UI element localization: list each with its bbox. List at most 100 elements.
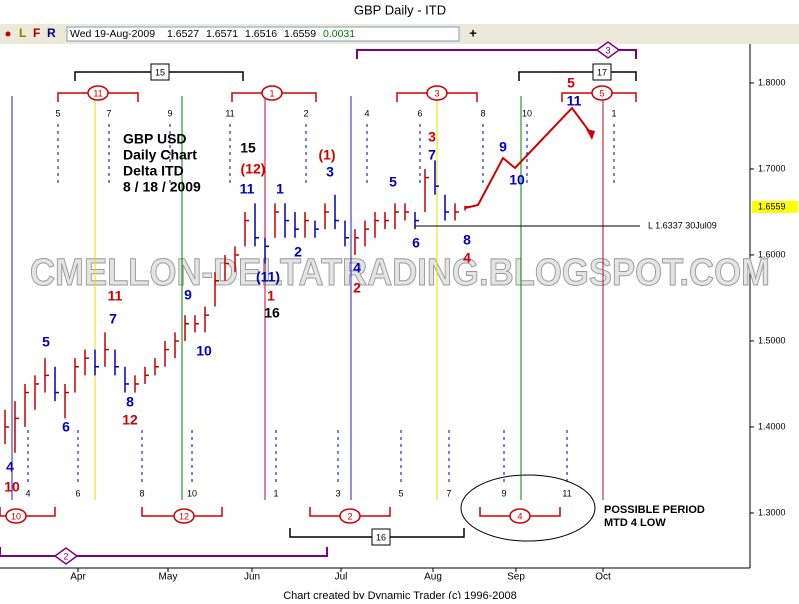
toolbar-button[interactable]: L [19, 26, 26, 40]
cycle-count: 8 [480, 108, 485, 118]
bracket-circle [5, 508, 27, 524]
quote-high: 1.6571 [206, 28, 238, 40]
toolbar-button[interactable]: R [47, 26, 56, 40]
wave-label: 1 [267, 288, 275, 304]
quote-date: Wed 19-Aug-2009 [70, 28, 155, 40]
watermark: CMELLON-DELTATRADING.BLOGSPOT.COM [30, 252, 770, 294]
wave-label: 9 [184, 287, 192, 303]
bracket [356, 49, 637, 59]
wave-label: 10 [509, 172, 525, 188]
cycle-count: 8 [139, 488, 144, 498]
chart-note: Delta ITD [123, 163, 184, 179]
bracket-box [150, 63, 170, 81]
bracket-label: 3 [605, 45, 610, 55]
bracket-label: 2 [347, 511, 352, 521]
x-tick-label: Sep [507, 572, 525, 583]
wave-label: 9 [499, 139, 507, 155]
wave-label: 3 [428, 129, 436, 145]
y-tick-label: 1.5000 [758, 335, 786, 345]
y-tick-label: 1.6000 [758, 249, 786, 259]
wave-label: (12) [241, 161, 266, 177]
cycle-count: 6 [417, 108, 422, 118]
wave-label: 6 [412, 235, 420, 251]
bracket-label: 12 [179, 511, 189, 521]
last-price-label: 1.6559 [758, 201, 786, 211]
cycle-count: 11 [225, 108, 234, 118]
wave-label: 5 [42, 334, 50, 350]
bracket [0, 507, 56, 517]
cycle-count: 7 [446, 488, 451, 498]
bracket-circle [173, 508, 195, 524]
bracket [518, 71, 637, 81]
wave-label: 8 [126, 394, 134, 410]
x-tick-label: May [159, 572, 178, 583]
bracket-circle [426, 85, 448, 101]
x-tick-label: Jul [335, 572, 348, 583]
bracket-label: 5 [599, 88, 604, 98]
wave-label: 11 [108, 288, 123, 304]
chart-note: Daily Chart [123, 147, 197, 163]
projection-path [464, 106, 593, 209]
wave-label: 11 [240, 181, 255, 197]
cycle-count: 11 [562, 488, 571, 498]
x-tick-label: Aug [424, 572, 442, 583]
wave-label: 10 [196, 343, 212, 359]
chart-title: GBP Daily - ITD [354, 2, 446, 17]
projection-note: POSSIBLE PERIOD [604, 504, 705, 516]
wave-label: 7 [109, 311, 117, 327]
bracket-label: 15 [155, 67, 165, 77]
x-tick-label: Oct [595, 572, 611, 583]
cycle-count: 9 [501, 488, 506, 498]
quote-open: 1.6527 [167, 28, 199, 40]
bracket [0, 547, 328, 557]
y-tick-label: 1.4000 [758, 421, 786, 431]
bracket-label: 4 [517, 511, 522, 521]
bracket-box [371, 528, 391, 546]
bracket-label: 11 [93, 88, 102, 98]
wave-label: 2 [353, 280, 361, 296]
highlight-ellipse [460, 474, 596, 542]
wave-label: 15 [240, 140, 256, 156]
wave-label: 4 [6, 459, 14, 475]
quote-change: 0.0031 [323, 28, 355, 40]
wave-label: 11 [567, 93, 582, 109]
bracket-label: 17 [597, 67, 607, 77]
crosshair-button[interactable]: + [469, 25, 477, 40]
toolbar-button[interactable]: F [33, 26, 40, 40]
wave-label: 1 [276, 181, 284, 197]
cycle-count: 3 [335, 488, 340, 498]
cycle-count: 10 [187, 488, 197, 498]
chart-note: 8 / 18 / 2009 [123, 179, 201, 195]
bracket-label: 2 [63, 551, 68, 561]
wave-label: (1) [318, 147, 335, 163]
wave-label: 2 [294, 244, 302, 260]
wave-label: 3 [326, 164, 334, 180]
cycle-count: 5 [55, 108, 60, 118]
wave-label: (11) [256, 269, 280, 285]
wave-label: 7 [428, 147, 436, 163]
y-tick-label: 1.3000 [758, 507, 786, 517]
quote-box [66, 26, 460, 42]
projection-note: MTD 4 LOW [604, 517, 666, 529]
bracket-circle [87, 85, 109, 101]
wave-label: 8 [463, 232, 471, 248]
wave-label: 4 [463, 250, 471, 266]
projection-arrow [586, 129, 595, 140]
bracket-diamond [53, 547, 79, 565]
cycle-count: 9 [167, 108, 172, 118]
bracket-circle [591, 85, 613, 101]
footer: Chart created by Dynamic Trader (c) 1996… [283, 590, 517, 599]
x-tick-label: Apr [70, 572, 86, 583]
wave-label: 5 [567, 75, 575, 91]
bracket-circle [509, 508, 531, 524]
cycle-count: 6 [75, 488, 80, 498]
cycle-count: 4 [25, 488, 30, 498]
cycle-count: 1 [273, 488, 278, 498]
bracket-diamond [595, 41, 621, 59]
wave-label: 6 [62, 419, 70, 435]
wave-label: 10 [4, 479, 20, 495]
y-tick-label: 1.8000 [758, 77, 786, 87]
bracket-label: 10 [11, 511, 21, 521]
chart-note: GBP USD [123, 131, 187, 147]
cycle-count: 7 [106, 108, 111, 118]
